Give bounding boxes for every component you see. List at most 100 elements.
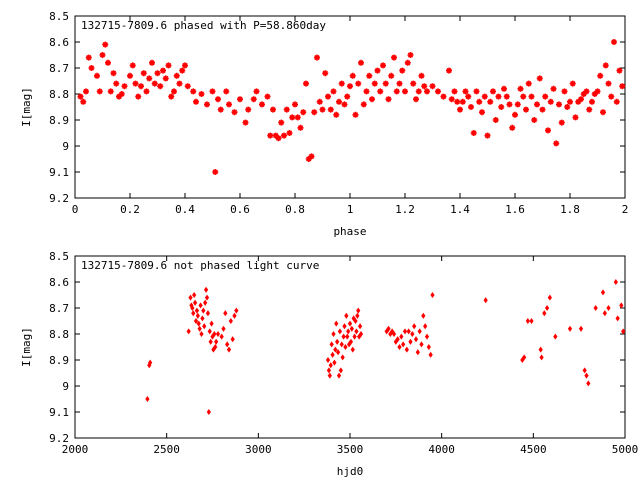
unphased-data-point — [529, 317, 534, 325]
unphased-data-point — [391, 330, 397, 338]
phased-data-point — [226, 101, 232, 108]
phased-y-tick-label: 8.7 — [49, 62, 69, 75]
phased-data-point — [270, 106, 276, 113]
unphased-data-point — [200, 315, 205, 322]
phased-data-point — [352, 111, 359, 118]
unphased-data-point — [415, 349, 420, 356]
unphased-data-point — [602, 310, 607, 317]
phased-data-point — [341, 101, 348, 108]
unphased-data-point — [214, 338, 219, 345]
unphased-data-point — [337, 328, 343, 335]
phased-data-point — [179, 67, 186, 74]
phased-data-point — [272, 132, 279, 139]
phased-y-ticks: 8.5 8.6 8.7 8.8 8.9 9 9.1 9.2 — [49, 10, 625, 205]
phased-data-point — [316, 98, 323, 105]
unphased-data-point — [203, 299, 208, 306]
phased-data-point — [259, 101, 265, 108]
phased-data-point — [162, 75, 169, 82]
phased-data-point — [492, 117, 499, 123]
unphased-data-point — [593, 304, 598, 312]
phased-data-point — [542, 93, 549, 100]
unphased-data-point — [201, 307, 206, 314]
unphased-data-point — [336, 372, 342, 379]
phased-data-point — [498, 104, 505, 110]
phased-data-point — [168, 93, 175, 100]
phased-x-tick-label: 1 — [347, 203, 354, 216]
unphased-data-point — [194, 307, 200, 314]
phased-data-point — [303, 80, 309, 87]
phased-data-point — [250, 96, 257, 103]
unphased-data-point — [395, 336, 400, 343]
unphased-data-point — [542, 310, 547, 317]
unphased-data-point — [198, 302, 203, 309]
phased-data-point — [305, 156, 312, 162]
phased-data-point — [209, 88, 216, 95]
unphased-data-point — [209, 320, 214, 327]
unphased-data-point — [402, 328, 408, 335]
unphased-x-tick-label: 4000 — [428, 443, 455, 456]
phased-data-point — [184, 83, 191, 90]
phased-data-point — [580, 91, 587, 97]
unphased-data-point — [419, 341, 424, 348]
phased-data-point — [176, 80, 183, 87]
phased-data-point — [319, 106, 326, 113]
phased-data-point — [534, 101, 540, 108]
phased-data-point — [107, 88, 114, 95]
unphased-data-point — [346, 328, 351, 335]
phased-data-point — [517, 85, 524, 92]
phased-data-point — [294, 114, 301, 121]
unphased-data-point — [386, 325, 391, 332]
unphased-data-point — [325, 356, 331, 364]
phased-data-point — [146, 75, 153, 82]
unphased-data-point — [349, 325, 354, 332]
phased-data-point — [110, 70, 117, 77]
unphased-data-point — [356, 307, 361, 314]
phased-x-tick-label: 0 — [72, 203, 79, 216]
phased-data-point — [140, 70, 147, 77]
phased-data-point — [479, 109, 485, 116]
phased-y-tick-label: 8.6 — [49, 36, 69, 49]
phased-data-point — [410, 80, 417, 87]
unphased-x-tick-label: 2500 — [153, 443, 180, 456]
unphased-data-point — [338, 367, 343, 374]
unphased-data-point — [417, 328, 422, 335]
unphased-data-point — [621, 328, 626, 335]
phased-data-point — [198, 91, 205, 97]
phased-data-point — [608, 93, 615, 100]
phased-chart: 8.5 8.6 8.7 8.8 8.9 9 9.1 9.2 0 0.2 0.4 0.6 0.8 1 1.2… — [20, 10, 628, 238]
unphased-data-point — [219, 333, 224, 340]
unphased-data-point — [544, 304, 550, 312]
phased-data-point — [501, 85, 507, 92]
phased-data-point — [465, 93, 472, 100]
unphased-data-point — [412, 323, 417, 330]
phased-data-point — [102, 41, 109, 48]
unphased-data-point — [539, 354, 544, 361]
phased-data-point — [344, 93, 351, 100]
phased-data-point — [237, 96, 243, 103]
phased-data-point — [454, 98, 461, 105]
unphased-data-point — [199, 330, 204, 338]
unphased-data-point — [330, 351, 335, 358]
phased-data-point — [151, 80, 158, 87]
phased-data-point — [613, 98, 620, 105]
phased-x-ticks: 0 0.2 0.4 0.6 0.8 1 1.2 1.4 1.6 1.8 2 — [72, 16, 628, 216]
phased-data-point — [138, 83, 144, 90]
unphased-data-point — [619, 302, 624, 309]
phased-data-point — [292, 101, 298, 108]
phased-data-point — [330, 88, 337, 95]
unphased-data-point — [190, 304, 195, 312]
phased-data-point — [597, 72, 604, 79]
unphased-data-point — [353, 317, 358, 325]
phased-data-point — [413, 96, 419, 103]
unphased-data-point — [584, 372, 589, 379]
unphased-chart: 8.5 8.6 8.7 8.8 8.9 9 9.1 9.2 2000 2500 3000 3500 4… — [20, 250, 638, 478]
phased-data-point — [605, 80, 612, 87]
unphased-data-point — [206, 408, 211, 416]
unphased-data-point — [525, 317, 530, 325]
unphased-data-point — [401, 341, 406, 348]
unphased-data-point — [204, 294, 210, 301]
phased-data-point — [308, 153, 315, 160]
phased-data-point — [349, 72, 356, 79]
phased-data-point — [322, 70, 329, 77]
phased-data-point — [88, 65, 95, 71]
